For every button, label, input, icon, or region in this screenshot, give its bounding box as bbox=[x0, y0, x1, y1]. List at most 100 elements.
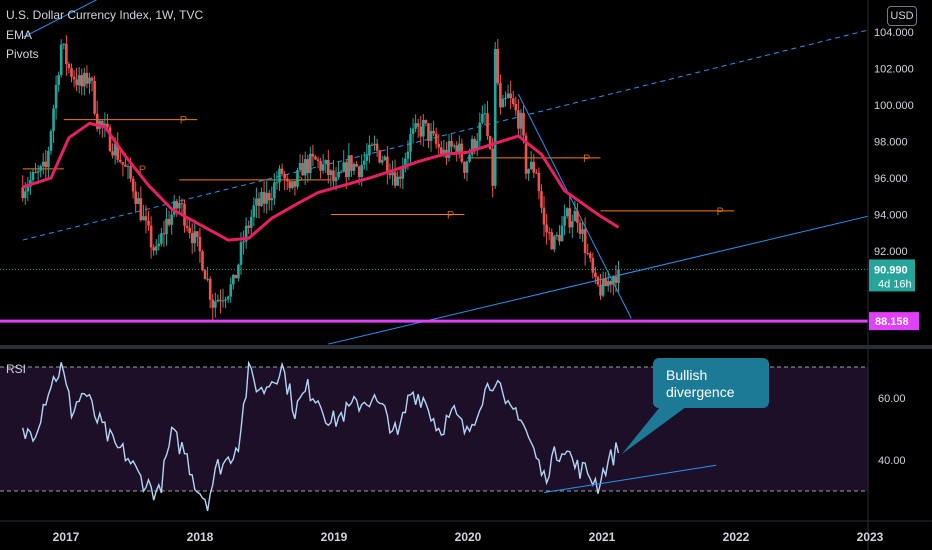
pivot-marker: P bbox=[447, 210, 454, 222]
price-tick-label: 94.000 bbox=[874, 210, 908, 222]
support-price-text: 88.158 bbox=[875, 316, 909, 328]
time-tick-label: 2020 bbox=[455, 530, 482, 544]
candle-body bbox=[365, 155, 369, 161]
candle-body bbox=[77, 75, 81, 86]
candle-body bbox=[54, 84, 58, 109]
candle-body bbox=[514, 103, 518, 111]
ema-legend[interactable]: EMA bbox=[6, 28, 33, 42]
axes: 104.000 102.000 100.000 98.000 96.000 94.000 9… bbox=[53, 27, 914, 544]
candle-body bbox=[124, 164, 127, 167]
time-tick-label: 2021 bbox=[589, 530, 616, 544]
candle-body bbox=[362, 160, 366, 165]
candle-body bbox=[537, 172, 541, 192]
candle-body bbox=[221, 300, 225, 302]
support-badge bbox=[869, 312, 919, 331]
candle-body bbox=[31, 172, 35, 181]
candle-body bbox=[121, 161, 125, 165]
candle-body bbox=[296, 170, 299, 187]
candle-body bbox=[67, 64, 71, 69]
candle-body bbox=[283, 173, 286, 179]
trend-line bbox=[22, 29, 868, 241]
trend-line bbox=[22, 0, 98, 38]
callout-line-1: Bullish bbox=[666, 367, 707, 383]
candle-body bbox=[337, 171, 340, 178]
candle-body bbox=[463, 161, 466, 173]
candle-body bbox=[383, 156, 387, 161]
candle-body bbox=[303, 159, 307, 176]
candle-body bbox=[455, 145, 459, 154]
candle-body bbox=[170, 214, 173, 225]
candle-body bbox=[188, 227, 191, 234]
candle-body bbox=[558, 234, 561, 242]
candle-body bbox=[488, 136, 492, 149]
candle-body bbox=[427, 123, 430, 141]
candle-body bbox=[157, 243, 161, 247]
candle-body bbox=[244, 225, 248, 242]
candle-body bbox=[226, 296, 230, 300]
candle-body bbox=[231, 274, 235, 285]
pivot-marker: P bbox=[717, 206, 724, 218]
candle-body bbox=[601, 278, 605, 296]
candle-body bbox=[398, 176, 402, 179]
candle-body bbox=[65, 43, 68, 65]
candle-body bbox=[175, 201, 179, 209]
candle-body bbox=[375, 143, 379, 151]
rsi-tick-label: 40.00 bbox=[878, 455, 906, 467]
candle-body bbox=[126, 166, 130, 168]
candle-body bbox=[80, 75, 84, 87]
candle-body bbox=[504, 98, 507, 100]
candle-body bbox=[339, 171, 343, 173]
price-pane[interactable]: P P P P P P bbox=[0, 0, 868, 345]
candle-body bbox=[355, 163, 358, 167]
candle-body bbox=[324, 159, 328, 165]
candle-body bbox=[275, 182, 279, 184]
pivots-legend[interactable]: Pivots bbox=[6, 47, 39, 61]
candle-body bbox=[59, 44, 63, 76]
candle-body bbox=[252, 205, 256, 217]
candle-body bbox=[131, 178, 135, 192]
candle-body bbox=[34, 172, 37, 174]
candle-body bbox=[247, 225, 251, 228]
currency-button[interactable]: USD bbox=[887, 6, 917, 26]
candle-body bbox=[23, 191, 27, 199]
candle-body bbox=[285, 178, 289, 182]
candle-body bbox=[293, 181, 297, 187]
divergence-line bbox=[543, 464, 717, 494]
candle-body bbox=[103, 123, 107, 126]
candle-body bbox=[172, 201, 176, 215]
rsi-legend[interactable]: RSI bbox=[6, 362, 27, 376]
candle-body bbox=[419, 126, 423, 137]
candle-body bbox=[149, 225, 153, 248]
ema-line bbox=[22, 121, 620, 242]
candle-body bbox=[483, 113, 487, 115]
candle-body bbox=[118, 159, 122, 162]
candle-body bbox=[547, 232, 551, 234]
time-tick-label: 2022 bbox=[723, 530, 750, 544]
chart-title[interactable]: U.S. Dollar Currency Index, 1W, TVC bbox=[6, 8, 204, 22]
time-tick-label: 2017 bbox=[53, 530, 80, 544]
candle-body bbox=[519, 112, 523, 129]
candle-body bbox=[342, 162, 346, 172]
candle-body bbox=[36, 170, 40, 173]
candle-body bbox=[429, 131, 433, 141]
candle-body bbox=[468, 154, 471, 162]
candle-body bbox=[581, 229, 584, 234]
candle-body bbox=[70, 68, 73, 77]
candle-body bbox=[260, 192, 263, 207]
candle-body bbox=[116, 143, 120, 160]
candle-body bbox=[309, 153, 312, 174]
candle-body bbox=[288, 181, 292, 188]
candle-body bbox=[553, 236, 556, 250]
candle-body bbox=[465, 161, 469, 173]
candle-body bbox=[535, 172, 538, 174]
candle-body bbox=[72, 76, 76, 80]
candle-body bbox=[49, 131, 53, 151]
candle-body bbox=[545, 224, 548, 233]
candle-body bbox=[142, 216, 145, 221]
pivot-marker: P bbox=[295, 175, 302, 187]
candle-body bbox=[360, 164, 363, 178]
candle-body bbox=[44, 161, 48, 168]
candle-body bbox=[334, 177, 338, 182]
